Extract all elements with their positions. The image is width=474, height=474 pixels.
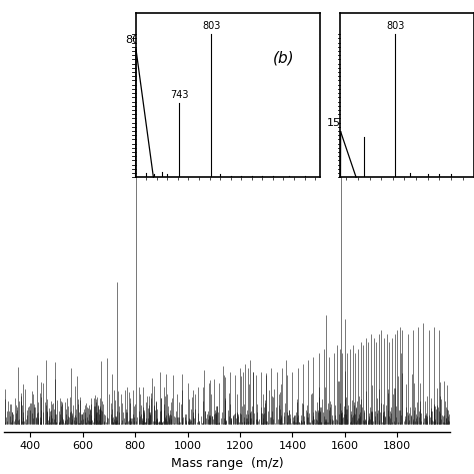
- Text: 1584: 1584: [327, 118, 355, 128]
- Text: 803: 803: [126, 36, 146, 46]
- X-axis label: Mass range  (m/z): Mass range (m/z): [171, 457, 283, 470]
